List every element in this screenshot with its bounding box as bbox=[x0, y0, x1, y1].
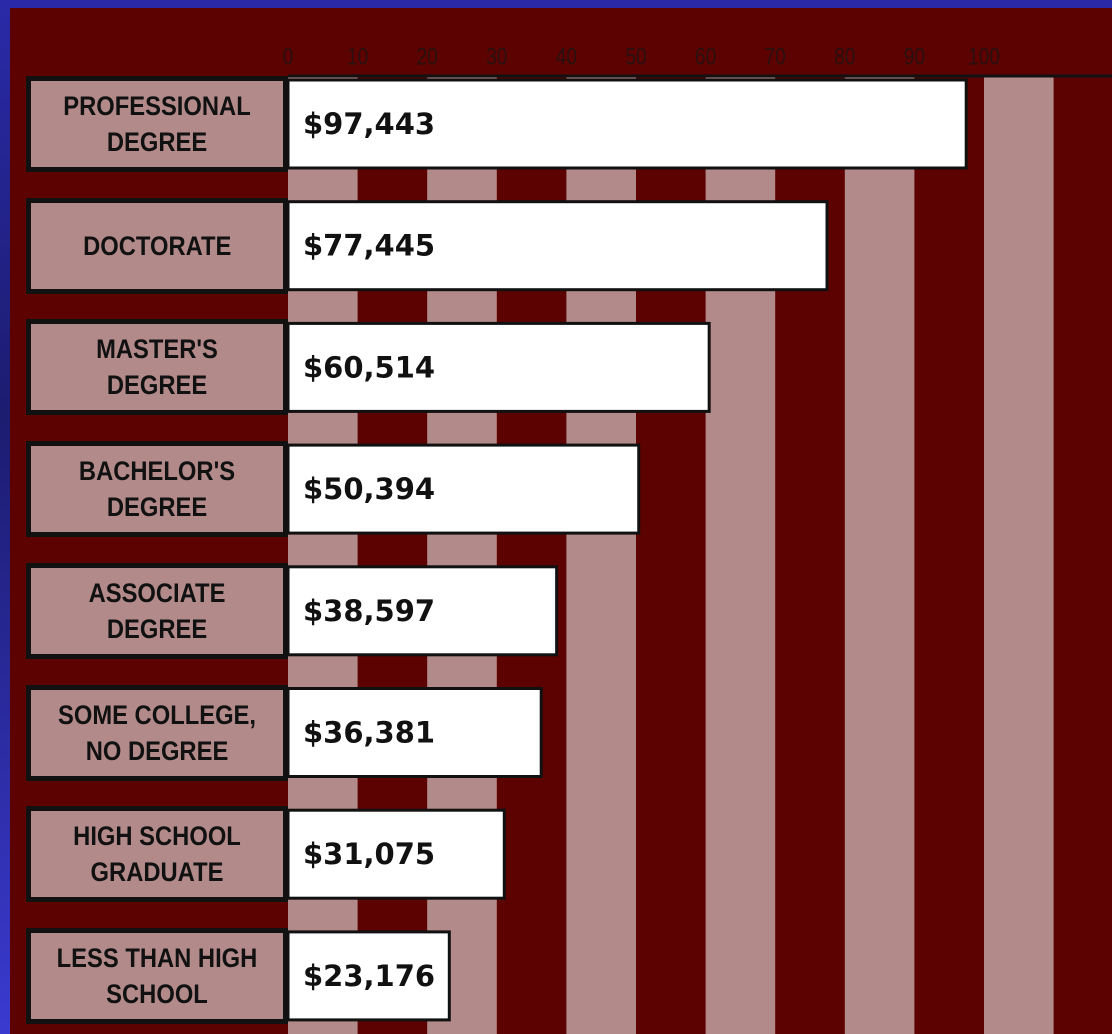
grid-band bbox=[844, 76, 915, 1034]
category-text: DOCTORATE bbox=[82, 230, 232, 261]
category-label: MASTER'S DEGREE bbox=[26, 319, 288, 416]
category-text: BACHELOR'S DEGREE bbox=[78, 456, 236, 523]
bar bbox=[286, 687, 543, 778]
bar bbox=[286, 321, 711, 413]
x-tick-label: 20 bbox=[417, 42, 438, 70]
category-label: SOME COLLEGE, NO DEGREE bbox=[26, 684, 288, 781]
x-tick-label: 10 bbox=[347, 42, 368, 70]
category-text: PROFESSIONAL DEGREE bbox=[63, 91, 251, 157]
x-tick-label: 80 bbox=[834, 42, 855, 70]
category-label: BACHELOR'S DEGREE bbox=[26, 441, 288, 538]
value-label: $97,443 bbox=[303, 107, 435, 141]
bar bbox=[286, 808, 506, 900]
bar bbox=[286, 78, 968, 170]
value-label: $50,394 bbox=[303, 472, 435, 506]
category-text: SOME COLLEGE, NO DEGREE bbox=[57, 699, 257, 766]
x-tick-label: 50 bbox=[625, 42, 646, 70]
grid-band bbox=[984, 76, 1054, 1034]
value-label: $77,445 bbox=[303, 229, 435, 263]
category-label: HIGH SCHOOL GRADUATE bbox=[26, 806, 288, 903]
x-tick-label: 90 bbox=[904, 42, 925, 70]
bar bbox=[286, 200, 829, 292]
category-text: MASTER'S DEGREE bbox=[96, 334, 218, 401]
category-label: PROFESSIONAL DEGREE bbox=[26, 76, 288, 172]
category-label: LESS THAN HIGH SCHOOL bbox=[26, 927, 288, 1024]
category-text: HIGH SCHOOL GRADUATE bbox=[73, 821, 241, 888]
category-label: DOCTORATE bbox=[26, 197, 288, 294]
x-tick-label: 60 bbox=[695, 42, 716, 70]
value-label: $60,514 bbox=[303, 350, 435, 384]
x-tick-label: 40 bbox=[556, 42, 577, 70]
category-text: LESS THAN HIGH SCHOOL bbox=[56, 942, 258, 1009]
bar bbox=[286, 565, 559, 657]
value-label: $23,176 bbox=[303, 959, 435, 993]
value-label: $31,075 bbox=[303, 837, 435, 871]
value-label: $38,597 bbox=[303, 594, 435, 628]
bar bbox=[286, 930, 451, 1022]
x-tick-label: 70 bbox=[765, 42, 786, 70]
x-tick-label: 100 bbox=[968, 42, 1000, 70]
bar bbox=[286, 443, 641, 535]
category-text: ASSOCIATE DEGREE bbox=[88, 577, 226, 644]
value-label: $36,381 bbox=[303, 716, 435, 750]
x-tick-label: 0 bbox=[283, 42, 294, 70]
category-label: ASSOCIATE DEGREE bbox=[26, 562, 288, 659]
x-tick-label: 30 bbox=[486, 42, 507, 70]
